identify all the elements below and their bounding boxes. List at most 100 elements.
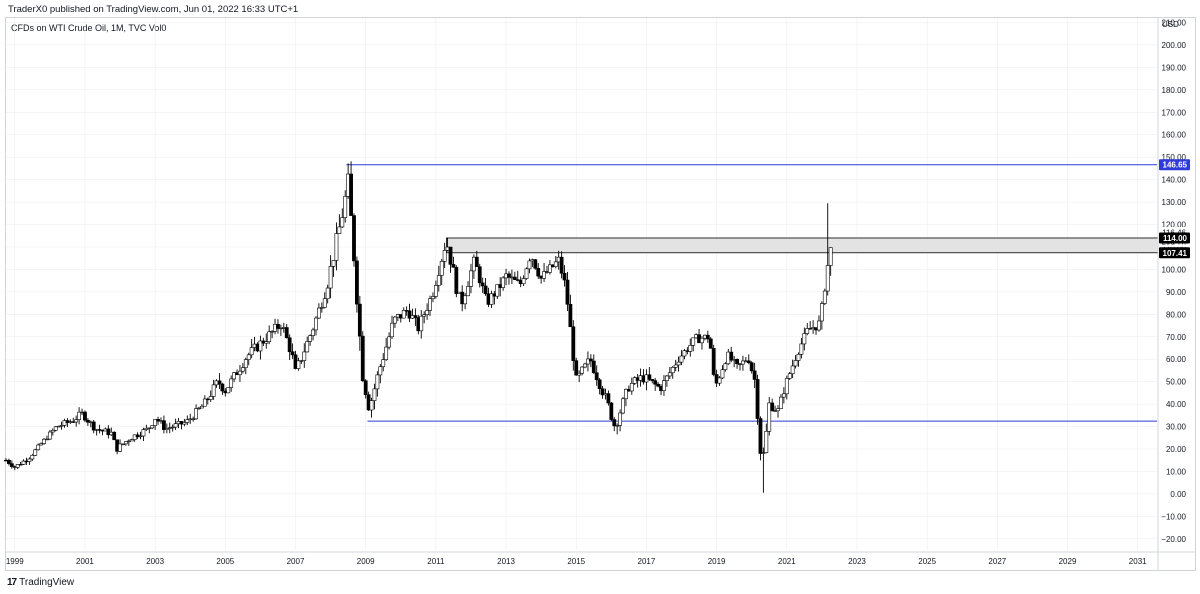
- candle-body: [74, 419, 79, 423]
- candle-body: [501, 277, 506, 288]
- x-tick-label: 2023: [848, 557, 866, 566]
- candle: [27, 457, 32, 465]
- candle: [436, 265, 441, 292]
- tradingview-brand[interactable]: 17 TradingView: [7, 577, 74, 588]
- y-tick-label: 130.00: [1162, 198, 1187, 207]
- candle: [746, 354, 751, 365]
- x-tick-label: 2001: [76, 557, 94, 566]
- candle-body: [319, 307, 324, 309]
- candle: [477, 263, 482, 288]
- candle-body: [433, 285, 438, 297]
- candle-body: [290, 351, 295, 356]
- candle: [387, 332, 391, 350]
- candle: [682, 348, 687, 360]
- time-axis[interactable]: 1999 2001 2003 2005 2007 2009 2011 2013 2015 2017…: [6, 551, 1196, 566]
- candle: [311, 327, 315, 341]
- candle: [615, 423, 620, 435]
- candle-body: [495, 284, 500, 297]
- candle: [200, 404, 204, 409]
- candle-body: [796, 353, 801, 361]
- candle: [691, 337, 696, 352]
- candle: [36, 443, 41, 451]
- candle-body: [741, 360, 745, 365]
- candle: [676, 356, 681, 372]
- candle-body: [138, 435, 143, 438]
- candle: [433, 280, 438, 299]
- candle: [349, 161, 353, 216]
- candle: [521, 275, 526, 286]
- candle: [15, 464, 20, 470]
- price-axis[interactable]: −20.00 −10.00 0.00 10.00 20.00 30.00 40.00 50.0…: [1157, 18, 1187, 571]
- x-tick-label: 2031: [1129, 557, 1147, 566]
- candle-body: [764, 431, 769, 453]
- candle: [129, 438, 134, 442]
- candle: [469, 263, 473, 294]
- candle-body: [305, 341, 310, 353]
- candle-body: [264, 341, 269, 344]
- candle: [208, 390, 213, 402]
- candle-body: [185, 419, 190, 423]
- candle: [276, 319, 280, 334]
- candle-body: [314, 317, 318, 331]
- candle-body: [36, 444, 41, 451]
- candle-body: [422, 314, 427, 317]
- symbol-legend[interactable]: CFDs on WTI Crude Oil, 1M, TVC Vol0: [11, 23, 167, 33]
- candle-body: [779, 396, 783, 410]
- candle-body: [337, 226, 342, 234]
- candle: [779, 394, 783, 410]
- candle-body: [749, 362, 754, 372]
- candle-body: [15, 464, 20, 468]
- candle-body: [97, 429, 102, 431]
- candle: [91, 420, 96, 434]
- candle-body: [21, 460, 26, 465]
- candle-body: [85, 419, 90, 423]
- candle-body: [352, 215, 356, 262]
- candle-body: [688, 345, 693, 352]
- candle-body: [799, 343, 804, 355]
- candle: [708, 336, 713, 349]
- candle-body: [378, 366, 383, 376]
- candle-body: [33, 449, 38, 456]
- candle: [30, 453, 35, 461]
- candle-body: [407, 310, 412, 319]
- x-tick-label: 2025: [918, 557, 936, 566]
- supply-zone: [445, 237, 1159, 254]
- candle-body: [381, 359, 386, 367]
- candle-body: [59, 425, 64, 427]
- candle: [512, 271, 517, 281]
- candle: [752, 362, 757, 388]
- candle-body: [194, 408, 198, 420]
- candle-body: [776, 408, 780, 412]
- candle-body: [331, 260, 336, 267]
- candle-body: [574, 360, 579, 376]
- candle-body: [436, 275, 441, 286]
- candle-body: [182, 422, 187, 425]
- candle-body: [226, 387, 231, 394]
- candle-body: [466, 286, 470, 297]
- candle: [442, 242, 447, 269]
- candle: [647, 367, 652, 381]
- candle-body: [817, 320, 821, 331]
- candle: [390, 315, 394, 339]
- candle: [650, 379, 655, 384]
- candle: [489, 290, 494, 308]
- candle-body: [308, 335, 313, 342]
- candle-body: [267, 331, 272, 342]
- candle: [83, 410, 87, 423]
- candle-body: [369, 400, 374, 411]
- candle-body: [419, 315, 424, 332]
- candle: [711, 344, 716, 377]
- x-tick-label: 2027: [988, 557, 1006, 566]
- candle-body: [682, 350, 687, 357]
- candle-body: [170, 426, 175, 429]
- candle: [656, 382, 661, 388]
- candle-body: [372, 388, 377, 401]
- candle: [662, 375, 666, 396]
- price-label-bg: [1159, 232, 1190, 244]
- candle-body: [548, 264, 552, 273]
- candle-body: [691, 337, 696, 346]
- candle-body: [439, 261, 444, 276]
- candle: [667, 367, 672, 379]
- candle-body: [118, 443, 122, 452]
